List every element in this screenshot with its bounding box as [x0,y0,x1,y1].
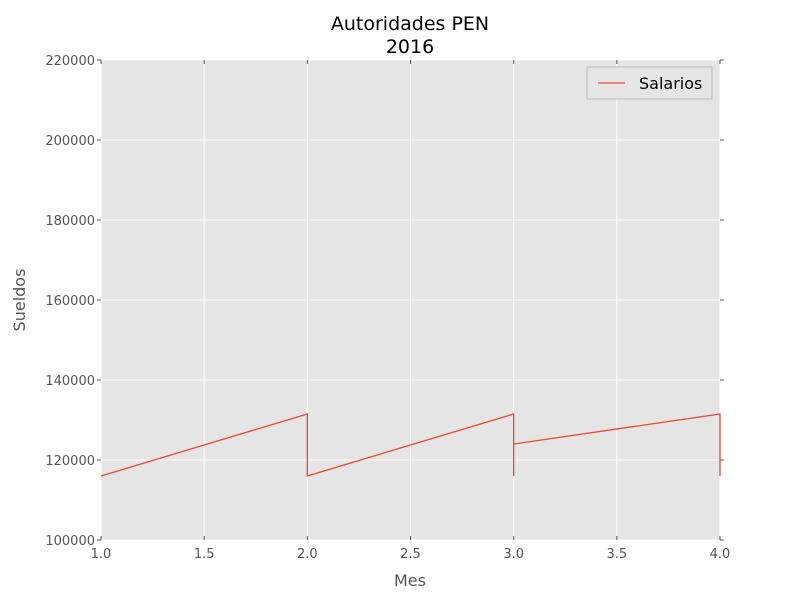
y-tick-label: 180000 [45,214,95,229]
x-tick-label: 3.0 [503,547,524,562]
x-tick-label: 4.0 [710,547,731,562]
y-tick-label: 200000 [45,134,95,149]
x-tick-label: 2.0 [297,547,318,562]
y-tick-label: 120000 [45,454,95,469]
x-tick-label: 3.5 [606,547,627,562]
y-tick-label: 100000 [45,534,95,549]
y-tick-labels: 100000 120000 140000 160000 180000 200000 2200… [45,54,95,549]
tick-marks [97,59,724,541]
y-tick-label: 160000 [45,294,95,309]
x-tick-labels: 1.0 1.5 2.0 2.5 3.0 3.5 4.0 [91,547,731,562]
y-axis-label: Sueldos [10,269,29,332]
x-axis-label: Mes [394,571,426,590]
x-tick-label: 2.5 [400,547,421,562]
x-tick-label: 1.0 [91,547,112,562]
chart-title: Autoridades PEN [331,13,489,35]
series-lines [100,413,721,477]
chart-subtitle: 2016 [386,36,434,58]
y-tick-label: 220000 [45,54,95,69]
legend-label-salarios: Salarios [639,74,702,93]
y-tick-label: 140000 [45,374,95,389]
legend: Salarios [586,66,713,100]
series-line-salarios [100,413,721,477]
x-tick-label: 1.5 [194,547,215,562]
